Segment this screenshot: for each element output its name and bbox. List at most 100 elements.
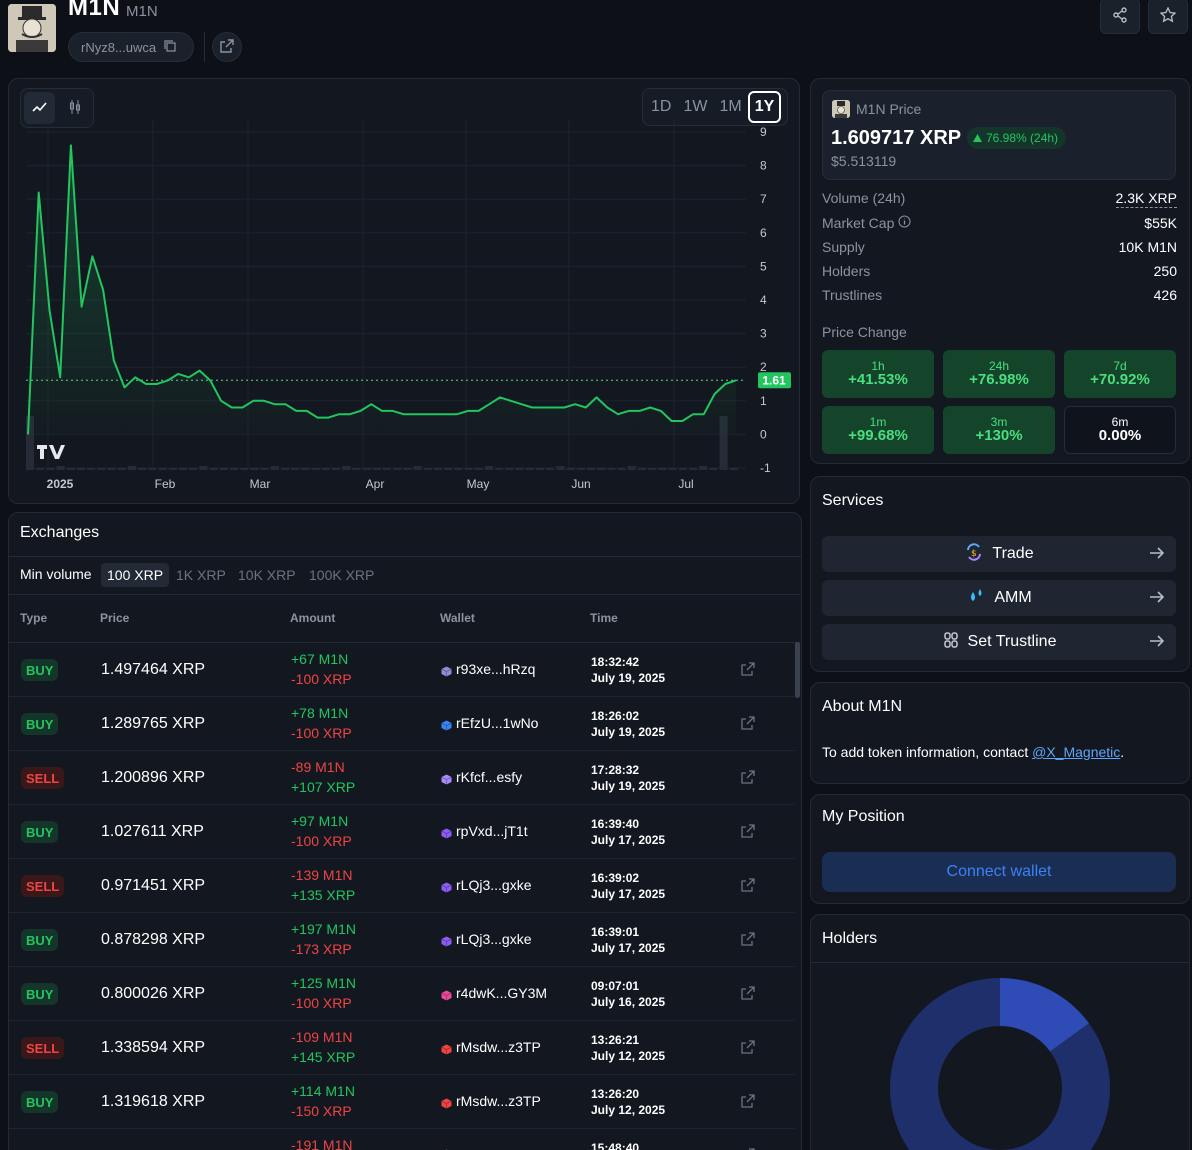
explorer-button[interactable] <box>212 32 242 62</box>
trade-price: 1.319618 XRP <box>101 1093 206 1110</box>
external-link-icon[interactable] <box>741 932 755 949</box>
range-1m[interactable]: 1M <box>719 98 742 115</box>
trade-type-badge: BUY <box>21 1091 59 1113</box>
volume-bar <box>26 416 34 470</box>
external-link-icon[interactable] <box>741 878 755 895</box>
min-volume-100[interactable]: 100 XRP <box>101 563 170 587</box>
col-header-price: Price <box>100 611 130 625</box>
token-symbol: M1N <box>126 3 158 20</box>
holders-donut-chart[interactable] <box>888 976 1112 1150</box>
wallet-avatar-icon <box>441 718 452 730</box>
volume-bar <box>607 468 616 470</box>
wallet-avatar-icon <box>441 1042 452 1054</box>
min-volume-100k[interactable]: 100K XRP <box>309 567 375 583</box>
set-trustline-button[interactable]: Set Trustline <box>822 624 1176 660</box>
external-link-icon[interactable] <box>741 1148 755 1150</box>
trade-wallet[interactable]: rKfcf...esfy <box>441 769 522 785</box>
external-link-icon[interactable] <box>741 716 755 733</box>
min-volume-1k[interactable]: 1K XRP <box>176 567 226 583</box>
external-link-icon[interactable] <box>741 824 755 841</box>
external-link-icon[interactable] <box>741 662 755 679</box>
stat-value-volume[interactable]: 2.3K XRP <box>1115 190 1177 208</box>
donut-slice[interactable] <box>890 978 1111 1150</box>
trade-wallet[interactable]: rLQj3...gxke <box>441 931 531 947</box>
price-change-24h: 24h +76.98% <box>943 350 1055 398</box>
trade-wallet[interactable]: rMsdw...z3TP <box>441 1093 541 1109</box>
volume-bar <box>525 468 534 470</box>
col-header-time: Time <box>590 611 618 625</box>
price-value: 1.609717 XRP <box>831 127 962 149</box>
price-change-3m: 3m +130% <box>943 406 1055 454</box>
holders-panel <box>810 914 1190 1150</box>
volume-bar <box>372 468 381 470</box>
volume-bar <box>291 468 300 470</box>
tradingview-logo-icon <box>37 445 65 459</box>
range-1w[interactable]: 1W <box>683 98 708 115</box>
trade-wallet[interactable]: rLQj3...gxke <box>441 877 531 893</box>
candle-chart-button[interactable] <box>59 92 90 124</box>
external-link-icon[interactable] <box>741 986 755 1003</box>
volume-bar <box>301 468 310 470</box>
donut-slice[interactable] <box>1000 978 1089 1052</box>
info-icon[interactable] <box>898 215 911 231</box>
trade-row: BUY 0.800026 XRP +125 M1N -100 XRP r4dwK...G… <box>9 967 795 1021</box>
min-volume-10k[interactable]: 10K XRP <box>238 567 296 583</box>
volume-bar <box>638 468 646 470</box>
trade-date: July 17, 2025 <box>591 941 666 955</box>
trade-time: 16:39:01 <box>591 925 640 939</box>
external-link-icon[interactable] <box>741 1094 755 1111</box>
range-toggle: 1D 1W 1M 1Y <box>642 88 788 126</box>
price-chart[interactable]: -1 0 1 2 3 4 5 6 7 8 9 1.61 2025 Feb Mar Apr May Jun Jul <box>8 120 800 500</box>
volume-bar <box>403 468 412 470</box>
trade-date: July 19, 2025 <box>591 725 666 739</box>
share-button[interactable] <box>1100 0 1140 34</box>
volume-bar <box>179 468 187 470</box>
candlestick-icon <box>69 99 81 117</box>
trade-button[interactable]: $ Trade <box>822 536 1176 572</box>
range-1d[interactable]: 1D <box>651 98 672 115</box>
address-pill[interactable]: rNyz8...uwca <box>68 32 194 62</box>
volume-bar <box>444 468 453 470</box>
volume-bar <box>587 468 595 470</box>
arrow-right-icon <box>1148 588 1166 611</box>
price-change-badge: 76.98% (24h) <box>967 127 1067 149</box>
trade-price: 1.289765 XRP <box>101 715 206 732</box>
price-change-title: Price Change <box>822 324 907 340</box>
volume-bar <box>434 468 442 470</box>
x-tick-label: 2025 <box>47 477 74 491</box>
line-chart-icon <box>31 100 48 116</box>
trade-type-badge: BUY <box>21 713 59 735</box>
volume-bar <box>474 468 483 470</box>
external-link-icon[interactable] <box>741 1040 755 1057</box>
volume-bar <box>658 468 667 470</box>
volume-bar <box>199 466 208 470</box>
trade-row: BUY 0.878298 XRP +197 M1N -173 XRP rLQj3...g… <box>9 913 795 967</box>
trade-token-amount: -139 M1N <box>291 867 353 883</box>
external-link-icon[interactable] <box>741 770 755 787</box>
stat-value-supply: 10K M1N <box>1118 239 1177 255</box>
price-usd: $5.513119 <box>831 153 897 169</box>
amm-button[interactable]: AMM <box>822 580 1176 616</box>
trade-date: July 16, 2025 <box>591 995 666 1009</box>
trade-wallet[interactable]: rpVxd...jT1t <box>441 823 528 839</box>
trade-wallet[interactable]: r93xe...hRzq <box>441 661 535 677</box>
trade-time: 18:26:02 <box>591 709 640 723</box>
y-tick-label: 3 <box>760 327 767 341</box>
trade-wallet[interactable]: rEfzU...1wNo <box>441 715 538 731</box>
volume-bar <box>107 468 116 470</box>
holders-title: Holders <box>822 930 878 947</box>
trade-xrp-amount: -150 XRP <box>291 1103 352 1119</box>
y-tick-label: 4 <box>760 293 767 307</box>
trade-wallet[interactable]: r4dwK...GY3M <box>441 985 547 1001</box>
trades-scrollbar[interactable] <box>795 642 800 698</box>
copy-icon[interactable] <box>164 39 176 55</box>
volume-bar <box>729 468 738 470</box>
range-1y[interactable]: 1Y <box>747 91 782 123</box>
trade-wallet[interactable]: rMsdw...z3TP <box>441 1039 541 1055</box>
trade-token-amount: +114 M1N <box>291 1083 355 1099</box>
stat-value-holders: 250 <box>1153 263 1177 279</box>
line-chart-button[interactable] <box>24 92 55 124</box>
contact-link[interactable]: @X_Magnetic <box>1032 744 1121 760</box>
favorite-button[interactable] <box>1148 0 1188 34</box>
connect-wallet-button[interactable]: Connect wallet <box>822 852 1176 892</box>
